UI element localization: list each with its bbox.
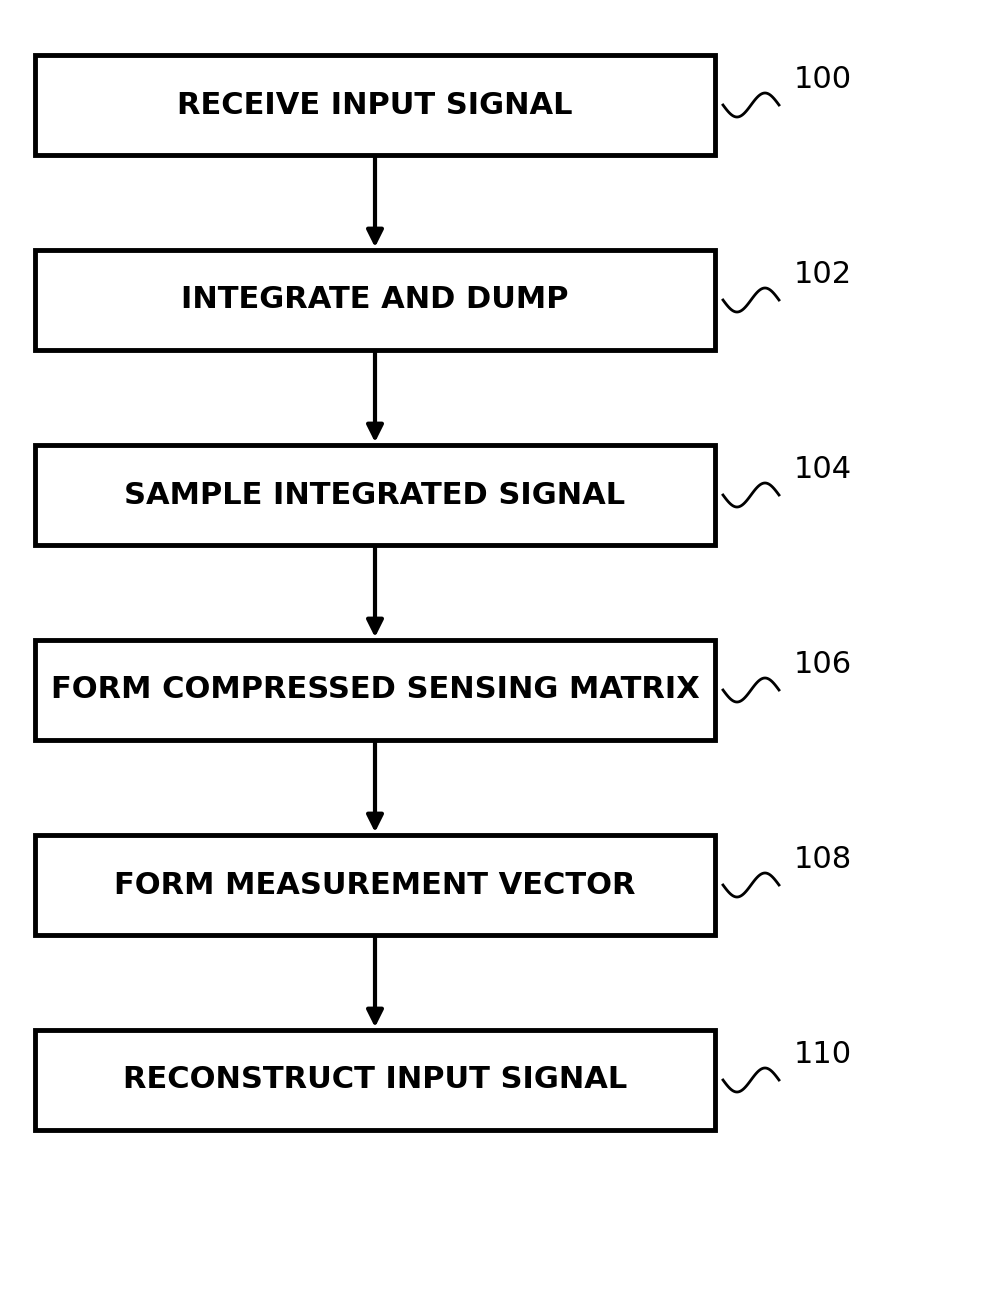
Text: 110: 110 (794, 1040, 852, 1069)
Text: FORM COMPRESSED SENSING MATRIX: FORM COMPRESSED SENSING MATRIX (50, 675, 699, 705)
Text: SAMPLE INTEGRATED SIGNAL: SAMPLE INTEGRATED SIGNAL (125, 481, 626, 509)
Text: INTEGRATE AND DUMP: INTEGRATE AND DUMP (181, 285, 568, 315)
Bar (35, 1030, 715, 1130)
Bar (35, 250, 715, 351)
Text: 108: 108 (794, 846, 852, 874)
Text: 100: 100 (794, 64, 852, 94)
Bar (35, 55, 715, 155)
Bar (35, 445, 715, 545)
Text: 106: 106 (794, 650, 852, 679)
Text: FORM MEASUREMENT VECTOR: FORM MEASUREMENT VECTOR (115, 870, 636, 900)
Text: 104: 104 (794, 455, 852, 483)
Bar (35, 835, 715, 935)
Bar (35, 641, 715, 740)
Text: RECEIVE INPUT SIGNAL: RECEIVE INPUT SIGNAL (177, 90, 572, 120)
Text: RECONSTRUCT INPUT SIGNAL: RECONSTRUCT INPUT SIGNAL (123, 1066, 627, 1094)
Text: 102: 102 (794, 260, 852, 289)
